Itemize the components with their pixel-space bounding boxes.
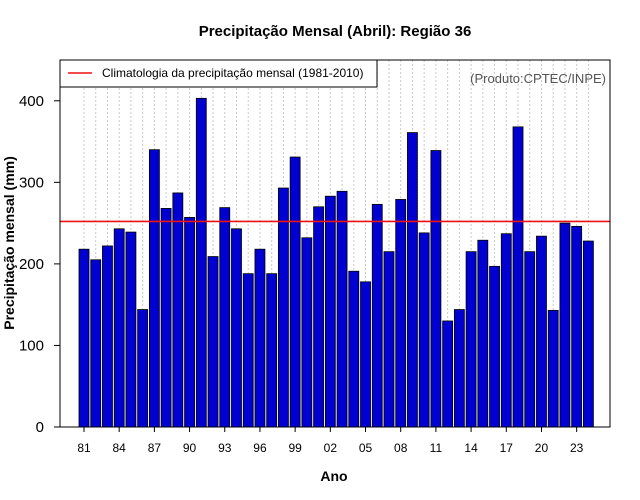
- bar-81: [78, 248, 90, 428]
- x-tick-label: 84: [113, 441, 127, 455]
- chart-title: Precipitação Mensal (Abril): Região 36: [199, 23, 472, 40]
- bar-95: [242, 273, 254, 428]
- bar-13: [453, 309, 465, 428]
- x-tick-label: 20: [535, 441, 549, 455]
- bar-98: [278, 187, 289, 428]
- bar-14: [465, 251, 477, 428]
- x-tick-label: 99: [288, 441, 302, 455]
- x-tick-label: 14: [464, 441, 478, 455]
- bar-04: [348, 270, 360, 428]
- bar-90: [184, 217, 195, 428]
- x-tick-label: 81: [77, 441, 91, 455]
- bar-84: [113, 228, 125, 428]
- bar-82: [90, 259, 102, 428]
- bar-92: [207, 256, 219, 428]
- y-tick-label: 0: [36, 419, 44, 436]
- bar-94: [231, 228, 242, 428]
- y-tick-label: 200: [19, 256, 44, 273]
- bar-16: [489, 265, 500, 428]
- x-tick-label: 05: [359, 441, 373, 455]
- bars: [78, 97, 594, 428]
- bar-85: [125, 231, 137, 428]
- bar-05: [360, 281, 371, 428]
- y-tick-label: 100: [19, 337, 44, 354]
- bar-19: [524, 251, 536, 428]
- x-axis: 81 84 87 90 93 96 99 02 05 08 11 14 17 20 23: [77, 427, 584, 455]
- y-axis: 0 100 200 300 400: [19, 93, 60, 436]
- x-tick-label: 02: [324, 441, 338, 455]
- product-credit: (Produto:CPTEC/INPE): [470, 71, 606, 86]
- bar-01: [313, 206, 325, 428]
- bar-12: [442, 320, 454, 428]
- x-axis-label: Ano: [320, 468, 347, 484]
- bar-96: [254, 248, 266, 428]
- bar-86: [137, 309, 149, 428]
- y-axis-label: Precipitação mensal (mm): [1, 156, 17, 330]
- bar-99: [289, 156, 301, 428]
- x-tick-label: 23: [570, 441, 584, 455]
- x-tick-label: 17: [500, 441, 514, 455]
- bar-02: [324, 195, 336, 428]
- bar-22: [559, 222, 571, 428]
- legend-box: [59, 59, 378, 88]
- bar-07: [383, 251, 395, 428]
- x-tick-label: 87: [148, 441, 162, 455]
- bar-83: [102, 245, 113, 428]
- x-tick-label: 90: [183, 441, 197, 455]
- bar-18: [512, 126, 524, 428]
- x-tick-label: 08: [394, 441, 408, 455]
- bar-24: [582, 240, 594, 428]
- bar-15: [477, 239, 489, 428]
- bar-08: [395, 199, 407, 428]
- x-tick-label: 11: [430, 441, 443, 455]
- bar-91: [195, 97, 207, 428]
- y-tick-label: 300: [19, 174, 44, 191]
- legend: Climatologia da precipitação mensal (198…: [59, 59, 378, 88]
- bar-00: [301, 237, 313, 428]
- bar-21: [547, 309, 559, 428]
- bar-93: [219, 207, 231, 428]
- bar-11: [430, 150, 442, 428]
- y-tick-label: 400: [19, 93, 44, 110]
- bar-89: [172, 192, 184, 428]
- bar-23: [571, 225, 583, 428]
- bar-20: [536, 235, 547, 428]
- bar-10: [418, 232, 430, 428]
- bar-06: [371, 203, 383, 428]
- legend-label: Climatologia da precipitação mensal (198…: [102, 66, 363, 80]
- x-tick-label: 96: [253, 441, 267, 455]
- bar-09: [407, 132, 418, 428]
- bar-03: [336, 190, 348, 428]
- bar-88: [160, 208, 172, 428]
- bar-87: [148, 149, 160, 428]
- bar-97: [266, 273, 278, 428]
- bar-17: [500, 233, 512, 428]
- x-tick-label: 93: [218, 441, 232, 455]
